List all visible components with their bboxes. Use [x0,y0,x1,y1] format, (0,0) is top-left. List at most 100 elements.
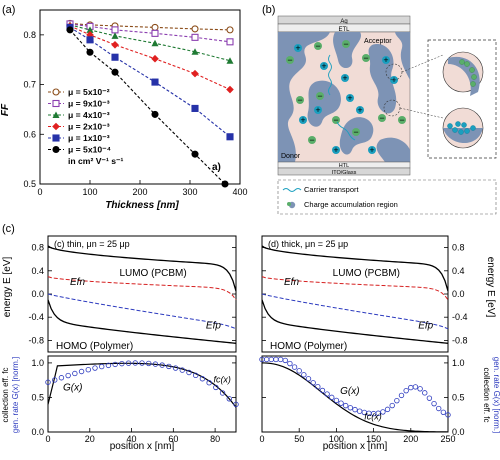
chart-c-left-g-point [92,365,98,371]
chart-c-right-efn-label: Efn [284,277,299,288]
chart-c-left-g-point [152,361,159,367]
minus-sign: − [315,41,320,51]
chart-a-point [151,23,159,31]
chart-a-series-line [69,22,231,31]
minus-sign: − [317,91,322,101]
chart-c-right-g-point [329,394,335,401]
chart-a-xlabel: Thickness [nm] [105,200,179,211]
chart-c-left-xtick-label: 80 [210,434,220,444]
chart-c-right-g-point [282,357,288,364]
chart-c-left-g-point [226,396,232,402]
carrier-transport-icon [282,188,302,192]
chart-c-left-g-point [172,365,179,371]
chart-c-left-g-point [58,375,65,381]
chart-c-right-g-point [315,383,321,390]
panel-b-label: (b) [262,4,275,16]
chart-a-point [191,48,199,55]
chart-c-right-efp-curve [261,293,449,330]
chart-a-ytick-label: 0.6 [23,129,36,139]
charges: +++++ ++++++−−−−−−−−−−− [286,39,406,155]
chart-c-right-xtick-label: 250 [440,434,455,444]
panel-a-label: (a) [2,4,15,16]
chart-c-left-title: (c) thin, μn = 25 μp [54,239,130,249]
plus-sign: + [342,73,347,83]
chart-c-left-g-point [146,360,152,367]
chart-c-right-bottom-ytick-label: 0.5 [452,392,465,402]
chart-a-point [151,110,159,118]
chart-c-right-lumo-label: LUMO (PCBM) [333,268,400,279]
zoom-inset-2 [442,107,484,149]
chart-a-series-line [69,25,231,91]
left-coll-ylabel: collection eff. fc [1,368,10,423]
chart-c-right-g-point [273,356,279,363]
chart-a-point [191,69,199,78]
chart-c-right-top-ytick-label: -0.4 [452,312,468,322]
chart-c-left-g-point [199,376,206,382]
chart-c-right-g-point [338,400,344,406]
chart-a-legend-entry: μ = 9x10⁻³ [68,99,110,109]
chart-a-point [191,150,199,158]
chart-a-point [151,78,159,86]
chart-c-right-g-point [417,386,423,392]
chart-a-point [226,85,234,94]
chart-c-left-g-point [159,362,165,368]
chart-c-right-g-point [431,400,437,407]
chart-a-ytick-label: 0.5 [23,179,36,189]
chart-c-right-g-point [356,408,363,414]
chart-c-left-g-point [219,390,226,396]
chart-a-point [226,133,234,141]
chart-c-left-efn-label: Efn [70,277,85,288]
chart-c-left-lumo-curve [47,245,237,292]
chart-c-left-xtick-label: 20 [85,434,95,444]
zoom-box [427,39,497,159]
right-gen-ylabel: gen. rate G(x) [norm.] [492,357,500,433]
chart-a-series-line [69,24,231,62]
chart-c-left-g-point [139,360,145,366]
chart-c-left-g-point [112,361,118,368]
minus-sign: − [353,127,358,137]
chart-a-legend-entry: μ = 4x10⁻³ [68,110,110,120]
chart-a-legend-entry: μ = 1x10⁻³ [68,133,110,143]
chart-c-right-g-point [403,387,409,394]
chart-c-right-efn-curve [261,276,449,301]
chart-c-left-xtick-label: 0 [45,434,50,444]
chart-c-right-g-point [412,384,419,390]
plus-sign: + [347,93,352,103]
chart-a-point [226,38,234,46]
chart-c-right-g-point [384,406,391,413]
chart-c-right-g-point [436,405,442,412]
chart-c-left-fc-label: fc(x) [213,374,231,384]
chart-c-left-g-point [99,363,105,370]
minus-sign: − [287,55,292,65]
chart-c-right-title: (d) thick, μn = 25 μp [268,239,348,249]
electron-charge [352,128,360,136]
chart-c-right-bottom-ytick-label: 0.0 [452,427,465,437]
chart-c-left-g-point [119,360,125,367]
electron-charge [314,42,322,50]
chart-c-left-top-ytick-label: -0.4 [28,312,44,322]
transport-path-2 [336,121,356,141]
chart-a-point [86,36,94,44]
chart-c-right-xlabel: position x [nm] [323,441,388,452]
chart-c-right-g-point [301,372,307,378]
chart-c-right-top-frame [261,235,449,353]
chart-a-point [111,41,119,49]
chart-c-left-top-frame [47,235,237,353]
chart-c-left-g-point [78,368,85,375]
chart-c-right-g-point [296,368,302,374]
chart-c-left-homo-curve [47,299,237,344]
hole-charge [341,74,349,82]
chart-a-legend-marker [52,88,60,96]
chart-c-left-top-ytick-label: 0.0 [31,289,44,299]
chart-c-right-g-point [324,391,330,397]
ag-label: Ag [340,19,347,25]
panel-c-label: (c) [2,223,15,235]
chart-c-left-efp-curve [47,293,237,330]
donor-label: Donor [281,153,301,160]
chart-c-right-g-point [305,376,312,382]
etl-label: ETL [338,27,350,33]
chart-c-left-efp-label: Efp [206,320,221,331]
chart-a-point [191,33,199,41]
plus-sign: + [295,43,300,53]
